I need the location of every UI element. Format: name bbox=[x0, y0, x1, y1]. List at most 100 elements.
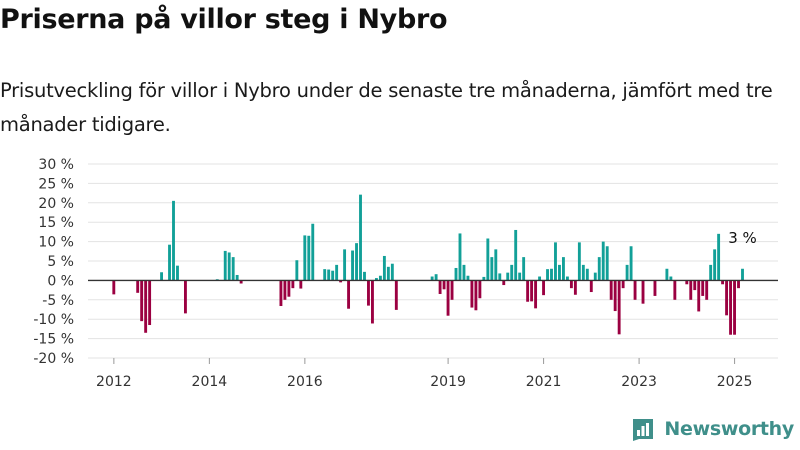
bar bbox=[653, 280, 657, 296]
bar bbox=[486, 238, 490, 281]
bar bbox=[581, 264, 585, 281]
bar bbox=[140, 280, 144, 322]
bar bbox=[470, 280, 474, 308]
bar bbox=[327, 269, 331, 281]
bar bbox=[160, 272, 163, 281]
y-tick-label: -15 % bbox=[33, 332, 74, 348]
gridlines bbox=[88, 163, 778, 359]
bar bbox=[522, 257, 526, 281]
axes bbox=[88, 279, 778, 364]
bar bbox=[112, 280, 116, 295]
bar bbox=[434, 274, 438, 281]
bar bbox=[565, 276, 569, 281]
bar bbox=[514, 229, 518, 281]
bar bbox=[374, 278, 378, 281]
bar bbox=[633, 280, 637, 300]
chart-title: Priserna på villor steg i Nybro bbox=[0, 4, 448, 35]
bar bbox=[729, 280, 732, 335]
newsworthy-logo-icon bbox=[633, 419, 654, 441]
bar bbox=[665, 268, 669, 281]
bar bbox=[359, 194, 362, 281]
bar bbox=[613, 280, 617, 312]
bar bbox=[701, 280, 705, 296]
bar bbox=[283, 280, 287, 300]
bar bbox=[737, 280, 740, 289]
bar bbox=[347, 280, 351, 309]
y-tick-label: 10 % bbox=[38, 235, 74, 251]
bar bbox=[482, 276, 486, 281]
bar bbox=[168, 244, 171, 281]
bar bbox=[689, 280, 693, 300]
bar bbox=[617, 280, 621, 335]
bar bbox=[629, 246, 633, 281]
bar bbox=[713, 249, 717, 281]
y-tick-label: -10 % bbox=[33, 312, 74, 328]
bar bbox=[454, 267, 458, 281]
bar bbox=[725, 280, 729, 316]
bar bbox=[621, 280, 625, 289]
bar bbox=[386, 266, 390, 281]
y-tick-label: -5 % bbox=[42, 293, 74, 309]
bar bbox=[609, 280, 613, 300]
bar bbox=[176, 265, 179, 281]
bar bbox=[303, 235, 307, 281]
bar bbox=[446, 280, 450, 316]
bar bbox=[573, 280, 577, 295]
bar bbox=[231, 257, 235, 281]
x-tick-label: 2019 bbox=[430, 374, 466, 390]
bar bbox=[625, 264, 629, 281]
bar bbox=[601, 241, 605, 281]
bar bbox=[291, 280, 295, 289]
y-tick-label: 20 % bbox=[38, 196, 74, 212]
bar bbox=[530, 280, 534, 302]
bar bbox=[490, 257, 494, 281]
x-tick-label: 2025 bbox=[717, 374, 753, 390]
bar bbox=[307, 235, 311, 281]
bar bbox=[390, 263, 394, 281]
bar bbox=[554, 242, 557, 281]
bar bbox=[311, 223, 315, 281]
bar bbox=[526, 280, 530, 302]
bar bbox=[239, 280, 243, 284]
bar bbox=[223, 250, 227, 281]
bar bbox=[550, 268, 553, 281]
bar bbox=[184, 280, 187, 314]
bar bbox=[494, 249, 498, 281]
end-value-label: 3 % bbox=[728, 229, 757, 247]
bar bbox=[382, 255, 386, 281]
bar bbox=[569, 280, 573, 289]
bar bbox=[378, 275, 382, 281]
bar bbox=[538, 276, 542, 281]
x-tick-label: 2014 bbox=[192, 374, 228, 390]
y-tick-label: 15 % bbox=[38, 215, 74, 231]
bar bbox=[577, 242, 581, 281]
bar bbox=[279, 280, 283, 307]
bar bbox=[510, 264, 514, 281]
bar bbox=[542, 280, 545, 296]
bar bbox=[295, 260, 299, 281]
y-tick-label: 25 % bbox=[38, 176, 74, 192]
bar bbox=[442, 280, 446, 290]
bar bbox=[669, 276, 673, 281]
bar bbox=[673, 280, 677, 300]
bar bbox=[148, 280, 152, 326]
bar bbox=[438, 280, 442, 294]
bar bbox=[331, 270, 335, 281]
bar bbox=[462, 264, 466, 281]
y-tick-label: 0 % bbox=[47, 273, 74, 289]
bar bbox=[597, 257, 601, 281]
bar bbox=[363, 271, 366, 281]
bar bbox=[474, 280, 478, 311]
bar bbox=[323, 269, 327, 281]
bar bbox=[593, 272, 597, 281]
bar bbox=[351, 250, 354, 281]
bar bbox=[741, 268, 744, 281]
bar bbox=[605, 246, 609, 281]
bars bbox=[112, 194, 744, 335]
bar bbox=[534, 280, 538, 309]
brand-name: Newsworthy bbox=[664, 418, 794, 440]
bar bbox=[343, 249, 347, 281]
bar bbox=[227, 252, 231, 281]
bar bbox=[394, 280, 398, 310]
bar-chart: -20 % -15 % -10 % -5 % 0 % 5 % 10 % 15 % 20 % 25 … bbox=[33, 157, 778, 390]
